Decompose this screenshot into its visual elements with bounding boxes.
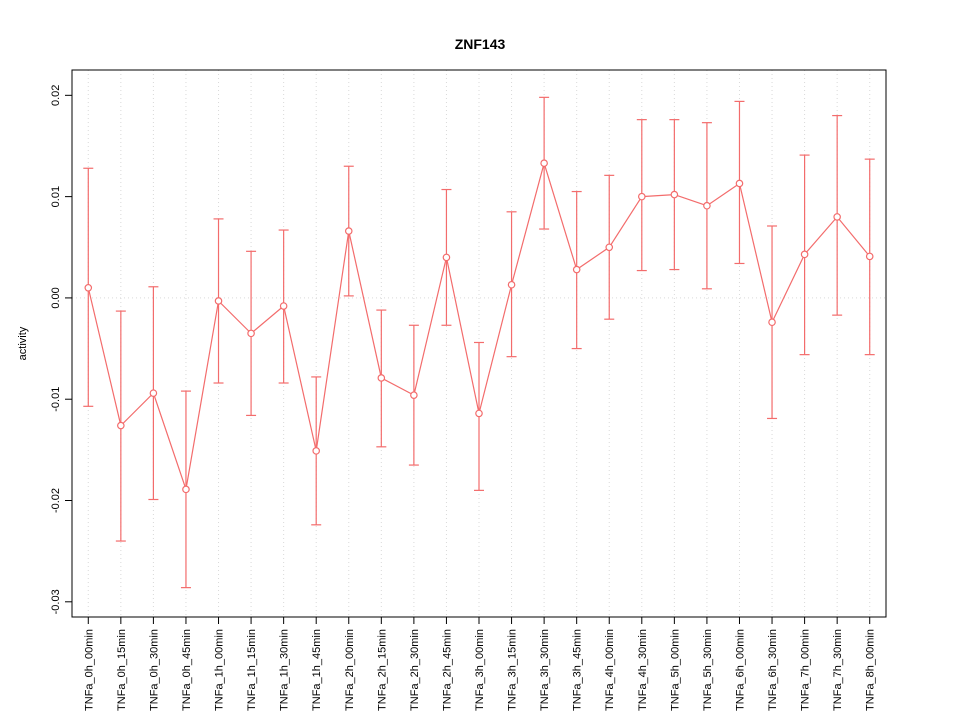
svg-text:TNFa_5h_00min: TNFa_5h_00min xyxy=(669,629,681,711)
svg-text:TNFa_3h_15min: TNFa_3h_15min xyxy=(507,629,519,711)
svg-text:TNFa_2h_30min: TNFa_2h_30min xyxy=(409,629,421,711)
svg-text:TNFa_0h_00min: TNFa_0h_00min xyxy=(83,629,95,711)
svg-text:TNFa_5h_30min: TNFa_5h_30min xyxy=(702,629,714,711)
svg-text:TNFa_2h_45min: TNFa_2h_45min xyxy=(441,629,453,711)
svg-text:TNFa_7h_30min: TNFa_7h_30min xyxy=(832,629,844,711)
svg-text:TNFa_6h_00min: TNFa_6h_00min xyxy=(734,629,746,711)
svg-text:0.02: 0.02 xyxy=(50,85,62,106)
svg-text:-0.02: -0.02 xyxy=(50,488,62,513)
svg-text:-0.01: -0.01 xyxy=(50,387,62,412)
svg-text:0.00: 0.00 xyxy=(50,287,62,308)
svg-text:TNFa_3h_00min: TNFa_3h_00min xyxy=(474,629,486,711)
svg-text:TNFa_7h_00min: TNFa_7h_00min xyxy=(800,629,812,711)
svg-text:TNFa_1h_00min: TNFa_1h_00min xyxy=(214,629,226,711)
svg-text:TNFa_4h_30min: TNFa_4h_30min xyxy=(637,629,649,711)
svg-text:TNFa_2h_00min: TNFa_2h_00min xyxy=(344,629,356,711)
svg-text:TNFa_0h_15min: TNFa_0h_15min xyxy=(116,629,128,711)
svg-text:0.01: 0.01 xyxy=(50,186,62,207)
chart-title: ZNF143 xyxy=(454,36,506,52)
svg-text:TNFa_1h_15min: TNFa_1h_15min xyxy=(246,629,258,711)
svg-text:activity: activity xyxy=(17,326,29,360)
svg-text:TNFa_0h_45min: TNFa_0h_45min xyxy=(181,629,193,711)
svg-text:TNFa_4h_00min: TNFa_4h_00min xyxy=(604,629,616,711)
svg-text:TNFa_8h_00min: TNFa_8h_00min xyxy=(865,629,877,711)
svg-text:TNFa_1h_30min: TNFa_1h_30min xyxy=(279,629,291,711)
svg-text:TNFa_1h_45min: TNFa_1h_45min xyxy=(311,629,323,711)
svg-text:TNFa_3h_30min: TNFa_3h_30min xyxy=(539,629,551,711)
svg-text:TNFa_3h_45min: TNFa_3h_45min xyxy=(572,629,584,711)
svg-text:-0.03: -0.03 xyxy=(50,589,62,614)
svg-text:TNFa_6h_30min: TNFa_6h_30min xyxy=(767,629,779,711)
svg-text:TNFa_0h_30min: TNFa_0h_30min xyxy=(148,629,160,711)
svg-text:TNFa_2h_15min: TNFa_2h_15min xyxy=(376,629,388,711)
